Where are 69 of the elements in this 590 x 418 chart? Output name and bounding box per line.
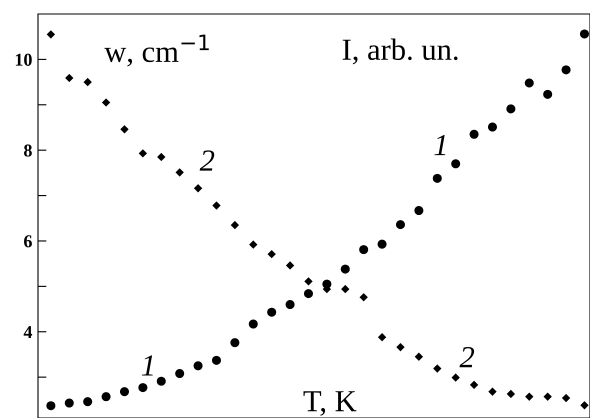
- point: [580, 401, 589, 410]
- point: [248, 320, 258, 329]
- y-tick-label: 6: [24, 235, 32, 248]
- point: [452, 373, 460, 382]
- point: [378, 240, 387, 249]
- point: [138, 149, 148, 158]
- point: [83, 397, 92, 406]
- point: [46, 30, 56, 39]
- point: [249, 240, 258, 249]
- series-label: 2: [460, 346, 474, 368]
- point: [194, 361, 203, 370]
- point: [176, 168, 184, 177]
- point: [433, 364, 442, 373]
- point: [414, 352, 424, 361]
- point: [360, 293, 368, 302]
- point: [230, 338, 240, 348]
- point: [230, 220, 240, 230]
- point: [340, 264, 350, 274]
- y-tick-label: 10: [16, 54, 32, 66]
- point: [544, 392, 552, 401]
- point: [396, 220, 405, 230]
- point: [268, 250, 276, 258]
- point: [488, 388, 497, 396]
- point: [396, 343, 405, 352]
- point: [562, 65, 571, 74]
- point: [525, 392, 534, 401]
- point: [286, 261, 294, 270]
- point: [378, 333, 386, 342]
- series-label: 1: [142, 355, 153, 376]
- annotation: w, cm$^{−1}$: [104, 34, 209, 67]
- annotation: T, K: [304, 391, 356, 416]
- point: [212, 356, 221, 365]
- point: [138, 383, 148, 392]
- text: 1: [434, 134, 446, 156]
- point: [65, 74, 74, 82]
- point: [102, 98, 110, 107]
- annotation: I, arb. un.: [342, 38, 458, 64]
- point: [580, 29, 589, 38]
- point: [562, 394, 570, 402]
- point: [157, 152, 166, 162]
- point: [120, 387, 129, 396]
- point: [46, 401, 56, 410]
- point: [414, 206, 424, 216]
- y-tick-label: 4: [24, 326, 32, 338]
- point: [102, 392, 111, 402]
- point: [304, 277, 313, 286]
- point: [175, 369, 184, 378]
- point: [212, 201, 221, 210]
- point: [506, 390, 516, 398]
- point: [543, 90, 552, 99]
- point: [359, 245, 368, 254]
- point: [488, 122, 497, 132]
- point: [194, 184, 202, 192]
- point: [304, 289, 313, 298]
- point: [84, 78, 92, 86]
- point: [432, 174, 442, 183]
- point: [156, 376, 166, 386]
- point: [506, 104, 516, 114]
- point: [286, 300, 295, 310]
- text: 2: [200, 150, 214, 171]
- point: [470, 380, 478, 390]
- point: [267, 308, 276, 317]
- y-tick-label: 8: [24, 144, 32, 157]
- point: [120, 125, 129, 134]
- point: [470, 130, 479, 139]
- point: [524, 78, 534, 88]
- point: [64, 398, 74, 408]
- point: [341, 284, 350, 294]
- point: [451, 159, 460, 168]
